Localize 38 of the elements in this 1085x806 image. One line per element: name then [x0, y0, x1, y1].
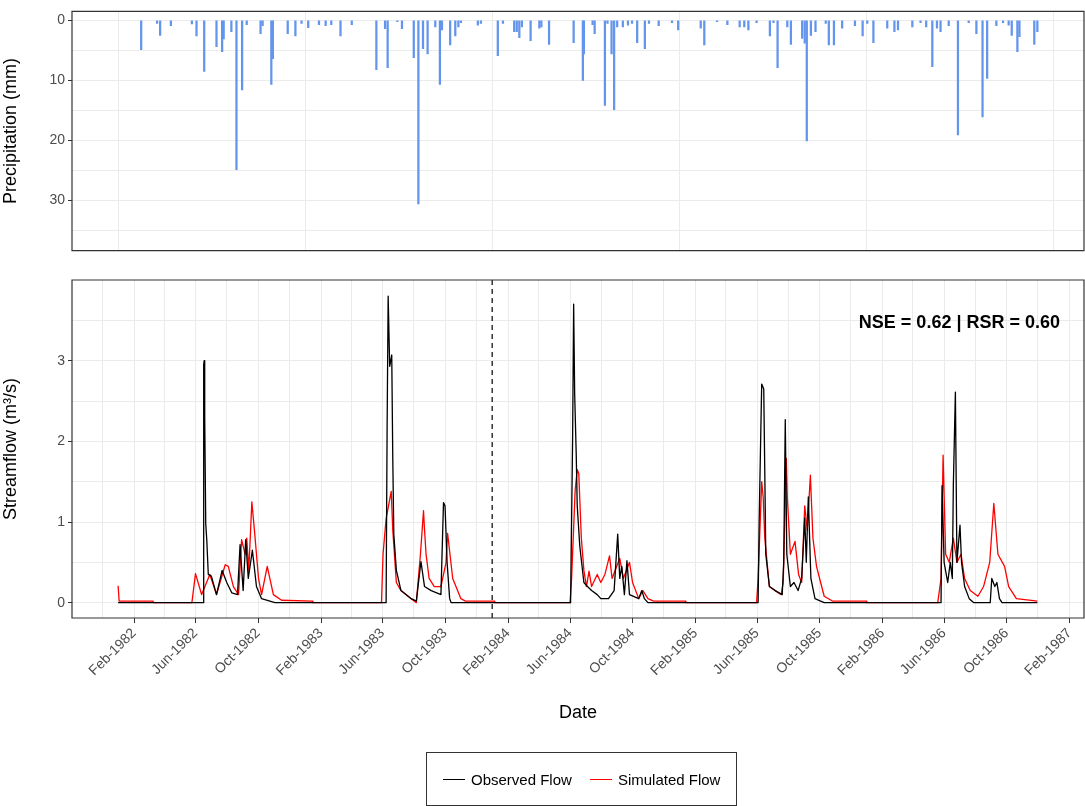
y-tick-label: 3: [57, 351, 66, 368]
y-tick-label: 1: [57, 512, 66, 529]
bar: [476, 20, 479, 26]
bar: [981, 20, 984, 118]
bar: [417, 20, 420, 205]
bar: [259, 20, 262, 34]
bar: [300, 20, 303, 24]
y-tick-label: 0: [57, 593, 66, 610]
bar: [294, 20, 297, 37]
bar: [1016, 20, 1019, 52]
annotation: NSE = 0.62 | RSR = 0.60: [858, 311, 1060, 332]
y-tick-label: 10: [49, 71, 66, 88]
y-tick-label: 20: [49, 131, 66, 148]
y-tick-label: 0: [57, 11, 66, 28]
bar: [776, 20, 779, 69]
bar: [975, 20, 978, 34]
bar: [339, 20, 342, 37]
bar: [426, 20, 429, 55]
y-axis-title: Precipitation (mm): [0, 57, 20, 205]
legend-label: Observed Flow: [471, 770, 572, 788]
legend-label: Simulated Flow: [617, 770, 721, 788]
x-axis-title: Date: [558, 702, 598, 723]
bar: [235, 20, 238, 170]
bar: [626, 20, 630, 26]
bar: [195, 20, 198, 37]
bar: [995, 20, 998, 27]
bar: [814, 20, 817, 33]
bar: [755, 20, 758, 24]
bar: [215, 20, 218, 48]
bar: [893, 20, 896, 33]
bar: [529, 20, 532, 42]
bar: [747, 20, 750, 31]
bar: [939, 20, 942, 33]
bar: [919, 20, 922, 24]
y-axis-title: Streamflow (m³/s): [0, 377, 20, 521]
y-tick-label: 2: [57, 432, 66, 449]
bar: [872, 20, 875, 43]
y-tick-label: 30: [49, 191, 66, 208]
